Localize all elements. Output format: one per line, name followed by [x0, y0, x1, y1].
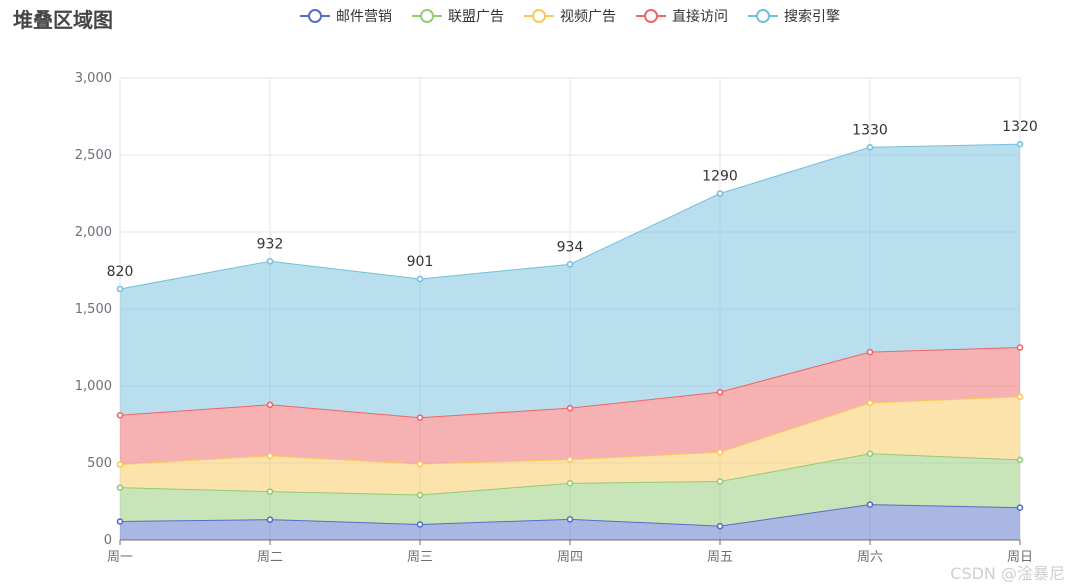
data-point	[116, 285, 124, 293]
y-tick-label: 1,500	[75, 302, 112, 317]
data-point	[566, 516, 574, 523]
data-point	[416, 521, 424, 528]
x-tick-label: 周日	[1007, 550, 1033, 565]
legend-marker-icon	[644, 9, 658, 23]
data-point	[266, 516, 274, 523]
legend-item-0[interactable]: 邮件营销	[300, 9, 392, 25]
legend-item-3[interactable]: 直接访问	[636, 8, 728, 25]
data-point	[266, 452, 274, 460]
data-point	[716, 448, 724, 456]
data-point	[116, 411, 124, 419]
data-point	[416, 460, 424, 468]
y-tick-label: 2,000	[75, 225, 112, 240]
legend-item-1[interactable]: 联盟广告	[412, 9, 504, 25]
watermark: CSDN @淦暴尼	[950, 564, 1065, 583]
area-3	[120, 347, 1020, 465]
data-point	[866, 144, 874, 151]
data-point	[1016, 344, 1024, 351]
data-label: 1330	[852, 122, 888, 138]
data-point	[1016, 456, 1024, 464]
data-point	[566, 261, 574, 268]
data-point	[1016, 140, 1024, 148]
x-tick-label: 周三	[407, 550, 433, 565]
data-point	[716, 388, 724, 396]
data-point	[866, 501, 874, 508]
data-point	[566, 480, 574, 487]
legend-item-2[interactable]: 视频广告	[524, 9, 616, 25]
legend-label: 联盟广告	[448, 9, 504, 25]
legend-marker-icon	[420, 9, 434, 23]
data-point	[416, 491, 424, 499]
data-point	[1016, 393, 1024, 401]
data-point	[866, 348, 874, 356]
data-label: 1320	[1002, 119, 1038, 135]
legend-marker-icon	[308, 9, 322, 23]
data-point	[266, 401, 274, 409]
legend-label: 直接访问	[672, 8, 728, 25]
legend-label: 视频广告	[560, 9, 616, 25]
data-point	[266, 257, 274, 265]
legend: 邮件营销 联盟广告 视频广告 直接访问 搜索引擎	[300, 8, 840, 25]
data-point	[716, 478, 724, 485]
data-label: 901	[407, 254, 434, 270]
legend-marker-icon	[756, 9, 770, 23]
data-point	[416, 414, 424, 422]
x-tick-label: 周一	[107, 550, 133, 565]
x-tick-label: 周四	[557, 550, 583, 565]
legend-item-4[interactable]: 搜索引擎	[748, 8, 840, 25]
data-point	[716, 522, 724, 530]
data-label: 1290	[702, 169, 738, 185]
y-tick-label: 3,000	[75, 71, 112, 86]
axes: 0 500 1,000 1,500 2,000 2,500 3,000 周一 周二 周三 周四 周五 周…	[75, 71, 1033, 565]
data-point	[566, 404, 574, 412]
data-point	[1016, 504, 1024, 511]
area-2	[120, 396, 1020, 496]
y-tick-label: 500	[87, 456, 112, 471]
x-tick-label: 周二	[257, 550, 283, 565]
y-tick-label: 1,000	[75, 379, 112, 394]
data-point	[266, 488, 274, 495]
data-point	[716, 190, 724, 197]
y-tick-label: 2,500	[75, 148, 112, 163]
area-1	[120, 453, 1020, 527]
y-tick-label: 0	[104, 533, 112, 548]
area-4	[120, 144, 1020, 418]
data-label: 932	[257, 236, 284, 252]
data-point	[566, 456, 574, 463]
x-tick-label: 周五	[707, 550, 733, 565]
data-labels: 820 932 901 934 1290 1330 1320	[107, 119, 1038, 280]
data-label: 820	[107, 264, 134, 280]
legend-label: 邮件营销	[336, 9, 392, 25]
legend-marker-icon	[532, 9, 546, 23]
data-point	[116, 518, 124, 525]
data-point	[116, 484, 124, 491]
data-point	[866, 450, 874, 458]
chart-title: 堆叠区域图	[13, 8, 113, 32]
data-label: 934	[557, 239, 584, 255]
data-point	[866, 399, 874, 407]
data-point	[116, 461, 124, 468]
data-point	[416, 275, 424, 283]
legend-label: 搜索引擎	[784, 8, 840, 25]
series-points	[116, 140, 1024, 530]
x-tick-label: 周六	[857, 550, 883, 565]
